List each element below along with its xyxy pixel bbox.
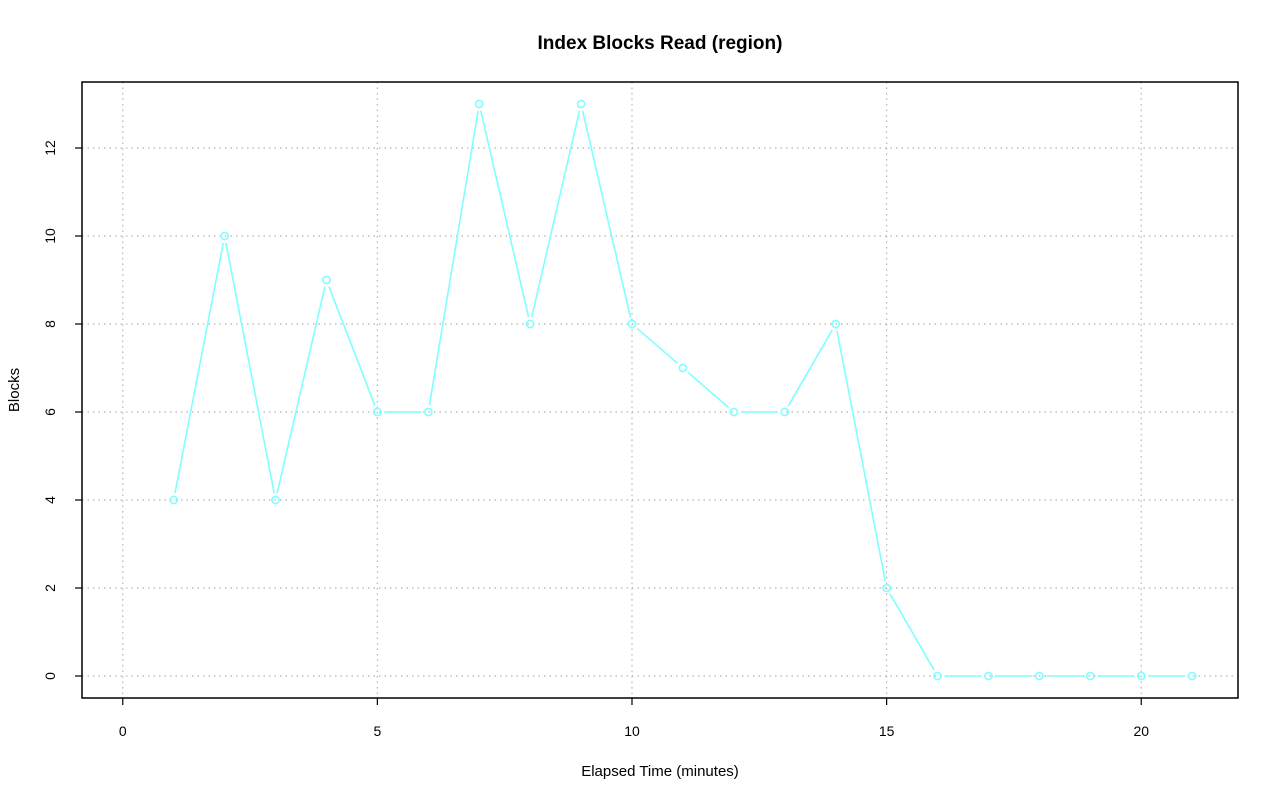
x-axis-label: Elapsed Time (minutes): [581, 763, 739, 780]
x-tick-label: 20: [1133, 723, 1149, 739]
x-axis: 0 5 10 15 20: [119, 698, 1149, 739]
x-tick-label: 0: [119, 723, 127, 739]
data-point: [220, 231, 229, 241]
x-tick-label: 10: [624, 723, 640, 739]
series-segment: [581, 110, 632, 318]
series-line: [169, 99, 1197, 681]
data-point: [1085, 671, 1095, 681]
data-point: [882, 583, 892, 593]
series-segment: [328, 286, 376, 406]
series-segment: [787, 329, 833, 407]
series-layer: [169, 99, 1197, 681]
series-segment: [480, 110, 530, 318]
data-point: [984, 671, 993, 681]
data-point: [169, 495, 179, 505]
data-point: [678, 363, 688, 373]
data-point: [372, 407, 382, 417]
series-segment: [889, 593, 935, 671]
series-segment: [687, 371, 730, 409]
series-segment: [276, 286, 326, 494]
data-point: [933, 671, 942, 681]
y-tick-label: 8: [42, 320, 58, 328]
x-tick-label: 15: [879, 723, 895, 739]
x-tick-label: 5: [373, 723, 381, 739]
data-point: [576, 99, 586, 109]
series-segment: [174, 242, 225, 494]
series-segment: [636, 327, 679, 365]
series-segment: [225, 242, 275, 494]
plot-frame: [81, 81, 1239, 699]
chart-title: Index Blocks Read (region): [538, 33, 783, 54]
data-point: [780, 407, 790, 417]
series-segment: [530, 110, 581, 318]
y-axis-label: Blocks: [6, 368, 23, 412]
data-point: [627, 319, 637, 329]
data-point: [525, 319, 535, 329]
data-point: [729, 407, 739, 417]
data-point: [831, 319, 841, 329]
y-tick-label: 2: [42, 584, 58, 592]
data-point: [322, 275, 331, 285]
y-tick-label: 0: [42, 672, 58, 680]
y-tick-label: 6: [42, 408, 58, 416]
data-point: [271, 495, 280, 505]
y-axis: 0 2 4 6 8 10 12: [42, 140, 82, 680]
series-segment: [428, 110, 479, 406]
y-tick-label: 12: [42, 140, 58, 156]
series-segment: [836, 330, 887, 582]
y-tick-label: 10: [42, 228, 58, 244]
grid: [82, 82, 1238, 698]
data-point: [423, 407, 433, 417]
data-point: [1136, 671, 1146, 681]
data-point: [1034, 671, 1044, 681]
y-tick-label: 4: [42, 496, 58, 504]
data-point: [1187, 671, 1197, 681]
data-point: [474, 99, 484, 109]
